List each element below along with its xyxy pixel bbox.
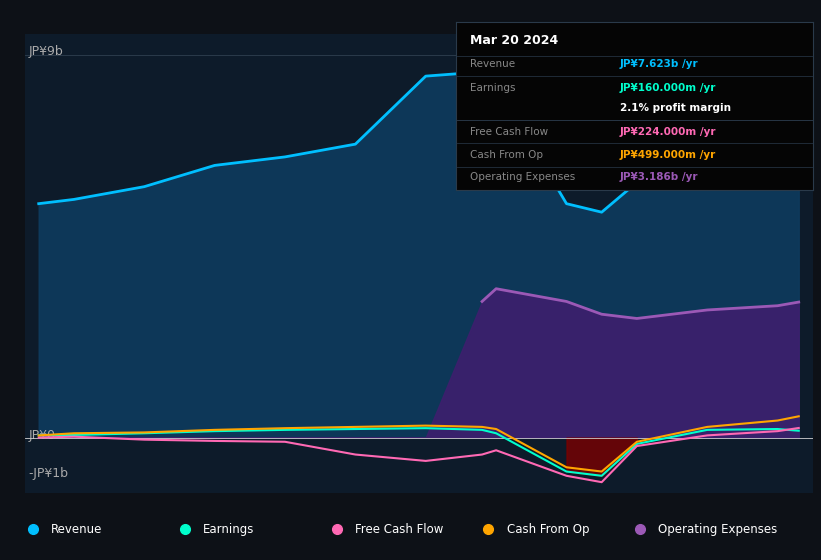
Text: Cash From Op: Cash From Op: [470, 150, 543, 160]
Text: JP¥224.000m /yr: JP¥224.000m /yr: [620, 127, 717, 137]
Text: -JP¥1b: -JP¥1b: [29, 467, 69, 480]
Text: Earnings: Earnings: [203, 522, 255, 536]
Text: JP¥9b: JP¥9b: [29, 45, 63, 58]
Text: 2019: 2019: [410, 511, 441, 524]
Text: Operating Expenses: Operating Expenses: [658, 522, 777, 536]
Text: 2022: 2022: [622, 511, 652, 524]
Text: Revenue: Revenue: [51, 522, 103, 536]
Text: 2018: 2018: [341, 511, 370, 524]
Text: 2016: 2016: [200, 511, 230, 524]
Text: 2014: 2014: [59, 511, 89, 524]
Text: Cash From Op: Cash From Op: [507, 522, 589, 536]
Text: 2017: 2017: [270, 511, 300, 524]
Text: Free Cash Flow: Free Cash Flow: [355, 522, 443, 536]
Text: Revenue: Revenue: [470, 59, 515, 69]
Text: 2020: 2020: [481, 511, 511, 524]
Text: 2.1% profit margin: 2.1% profit margin: [620, 103, 731, 113]
Text: JP¥499.000m /yr: JP¥499.000m /yr: [620, 150, 716, 160]
Text: JP¥0: JP¥0: [29, 429, 56, 442]
Text: JP¥160.000m /yr: JP¥160.000m /yr: [620, 83, 716, 93]
Text: Operating Expenses: Operating Expenses: [470, 172, 576, 182]
Text: 2024: 2024: [763, 511, 792, 524]
Text: JP¥3.186b /yr: JP¥3.186b /yr: [620, 172, 699, 182]
Text: Mar 20 2024: Mar 20 2024: [470, 34, 558, 47]
Text: 2023: 2023: [692, 511, 722, 524]
Text: 2015: 2015: [130, 511, 159, 524]
Text: 2021: 2021: [552, 511, 581, 524]
Text: Earnings: Earnings: [470, 83, 516, 93]
Text: Free Cash Flow: Free Cash Flow: [470, 127, 548, 137]
Text: JP¥7.623b /yr: JP¥7.623b /yr: [620, 59, 699, 69]
